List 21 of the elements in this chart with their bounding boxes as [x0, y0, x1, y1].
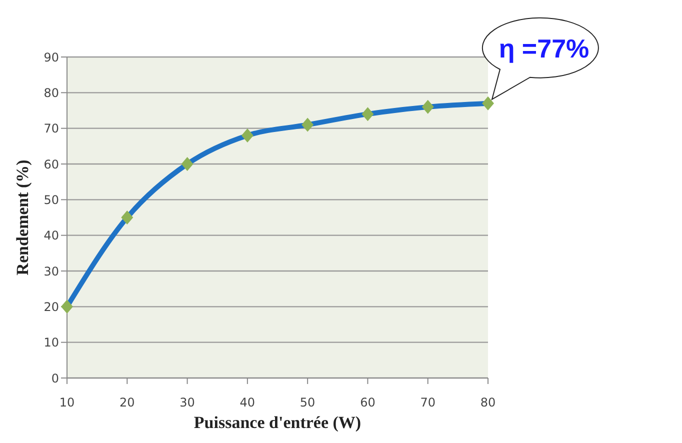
x-tick-label: 30 [180, 396, 195, 410]
y-tick-label: 80 [44, 86, 59, 100]
x-tick-label: 20 [120, 396, 135, 410]
y-tick-label: 30 [44, 264, 59, 278]
y-tick-label: 0 [51, 371, 59, 386]
x-tick-label: 70 [420, 396, 436, 410]
y-tick-label: 40 [44, 228, 59, 243]
y-tick-label: 50 [44, 192, 59, 207]
y-axis-title: Rendement (%) [13, 160, 32, 276]
y-tick-label: 70 [44, 122, 59, 136]
x-tick-label: 60 [360, 396, 376, 410]
y-tick-label: 20 [44, 300, 59, 314]
x-axis-title: Puissance d'entrée (W) [194, 413, 362, 432]
y-tick-label: 60 [44, 157, 59, 172]
annotation: η =77% [498, 33, 590, 64]
x-tick-label: 50 [300, 396, 316, 410]
x-tick-label: 40 [240, 396, 256, 410]
y-tick-label: 10 [44, 336, 59, 350]
y-tick-label: 90 [44, 50, 59, 64]
x-tick-label: 80 [480, 396, 496, 410]
x-tick-label: 10 [59, 396, 75, 410]
